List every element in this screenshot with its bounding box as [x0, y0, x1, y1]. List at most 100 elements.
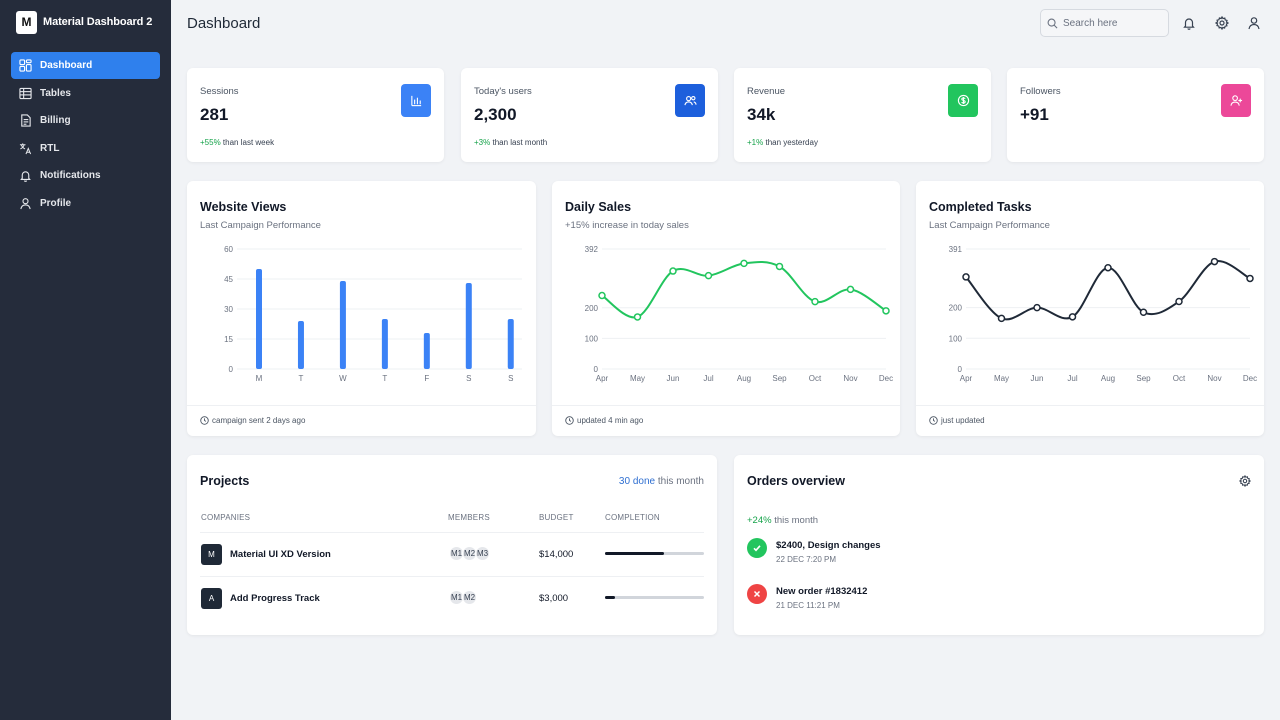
projects-done: 30 done this month — [619, 476, 704, 487]
chart-footer-text: updated 4 min ago — [577, 416, 644, 425]
stat-icon-box — [401, 84, 431, 117]
x-tick-label: Jul — [703, 374, 713, 383]
search-box[interactable] — [1040, 9, 1169, 37]
data-point[interactable] — [1139, 308, 1148, 316]
bar[interactable] — [423, 333, 430, 369]
dollar-icon — [957, 94, 969, 107]
chart-card-website-views: Website Views Last Campaign Performance … — [187, 181, 536, 436]
data-point[interactable] — [846, 285, 855, 294]
stat-icon-box — [948, 84, 978, 117]
brand[interactable]: M Material Dashboard 2 — [0, 0, 171, 44]
x-tick-label: Nov — [843, 374, 857, 383]
stat-value: +91 — [1020, 105, 1049, 124]
x-tick-label: Dec — [1243, 374, 1257, 383]
y-tick-label: 100 — [949, 334, 963, 343]
stat-icon-box — [1221, 84, 1251, 117]
data-point[interactable] — [882, 307, 890, 315]
y-tick-label: 60 — [224, 245, 233, 254]
data-point[interactable] — [1033, 303, 1041, 312]
x-tick-label: Aug — [1101, 374, 1115, 383]
chart-footer: campaign sent 2 days ago — [200, 416, 305, 425]
data-point[interactable] — [1246, 274, 1254, 283]
projects-title: Projects — [200, 474, 250, 488]
orders-change-suffix: this month — [774, 515, 819, 526]
orders-title: Orders overview — [747, 474, 845, 488]
stat-label: Sessions — [200, 86, 239, 97]
stat-footer: +3% than last month — [474, 138, 547, 147]
data-point[interactable] — [775, 262, 784, 271]
bell-icon — [20, 171, 31, 183]
data-point[interactable] — [704, 271, 713, 280]
data-point[interactable] — [633, 313, 642, 321]
avatar[interactable]: M2 — [462, 546, 477, 561]
chart-title: Completed Tasks — [929, 200, 1032, 214]
sidebar-item-rtl[interactable]: RTL — [11, 135, 160, 162]
sidebar-item-label: Dashboard — [40, 60, 93, 71]
progress-bar — [605, 596, 704, 599]
x-tick-label: Oct — [1173, 374, 1186, 383]
x-tick-label: W — [339, 374, 347, 383]
status-badge — [747, 538, 767, 558]
y-tick-label: 391 — [949, 245, 963, 254]
data-point[interactable] — [997, 314, 1006, 323]
avatar[interactable]: M2 — [462, 590, 477, 605]
bar[interactable] — [256, 269, 262, 369]
gear-icon[interactable] — [1239, 475, 1251, 487]
bell-icon[interactable] — [1182, 16, 1196, 30]
bar[interactable] — [465, 283, 472, 369]
column-header-completion: COMPLETION — [605, 513, 660, 522]
sidebar-item-tables[interactable]: Tables — [11, 80, 160, 107]
stat-label: Followers — [1020, 86, 1061, 97]
search-icon — [1047, 18, 1058, 28]
avatar[interactable]: M3 — [475, 546, 490, 561]
sidebar-item-notifications[interactable]: Notifications — [11, 162, 160, 189]
stat-label: Revenue — [747, 86, 786, 97]
clock-icon — [929, 416, 938, 425]
sidebar-item-profile[interactable]: Profile — [11, 190, 160, 217]
stat-value: 2,300 — [474, 105, 517, 124]
receipt-icon — [21, 114, 31, 127]
bar[interactable] — [507, 319, 514, 369]
website-views-chart: 0 15 30 45 60 M T W T F S S — [224, 245, 522, 383]
sidebar-item-dashboard[interactable]: Dashboard — [11, 52, 160, 79]
data-point[interactable] — [740, 259, 748, 268]
sidebar-item-label: Notifications — [40, 170, 101, 182]
data-point[interactable] — [1210, 257, 1219, 266]
y-tick-label: 200 — [585, 304, 599, 313]
stat-change: +3% — [474, 138, 491, 147]
orders-subtitle: +24% this month — [747, 515, 818, 526]
stat-label: Today's users — [474, 86, 532, 97]
search-input[interactable] — [1063, 17, 1163, 29]
x-tick-label: Aug — [737, 374, 751, 383]
bar[interactable] — [297, 321, 304, 369]
data-point[interactable] — [962, 273, 970, 281]
sidebar-item-label: Billing — [40, 115, 71, 127]
series-line — [601, 260, 887, 319]
sidebar-item-billing[interactable]: Billing — [11, 107, 160, 134]
table-icon — [19, 87, 32, 99]
brand-name: Material Dashboard 2 — [43, 16, 153, 28]
x-tick-label: S — [508, 374, 513, 383]
y-tick-label: 392 — [585, 245, 599, 254]
user-icon[interactable] — [1247, 16, 1261, 30]
progress-fill — [605, 596, 615, 599]
data-point[interactable] — [1104, 263, 1112, 272]
data-point[interactable] — [598, 291, 606, 300]
projects-done-count: 30 done — [618, 476, 656, 487]
x-tick-label: Jun — [667, 374, 680, 383]
data-point[interactable] — [669, 267, 677, 275]
stat-card-followers: Followers +91 — [1007, 68, 1264, 162]
projects-card: Projects 30 done this month COMPANIES ME… — [187, 455, 717, 635]
progress-bar — [605, 552, 704, 555]
sidebar-item-label: RTL — [40, 142, 60, 154]
column-header-members: MEMBERS — [448, 513, 490, 522]
data-point[interactable] — [1175, 297, 1183, 306]
project-logo: M — [201, 544, 222, 565]
data-point[interactable] — [811, 297, 819, 306]
stat-value: 34k — [747, 105, 776, 124]
data-point[interactable] — [1068, 313, 1077, 321]
gear-icon[interactable] — [1215, 16, 1229, 30]
bar[interactable] — [381, 319, 388, 369]
bar[interactable] — [339, 281, 346, 369]
stat-footer: +1% than yesterday — [747, 138, 818, 147]
